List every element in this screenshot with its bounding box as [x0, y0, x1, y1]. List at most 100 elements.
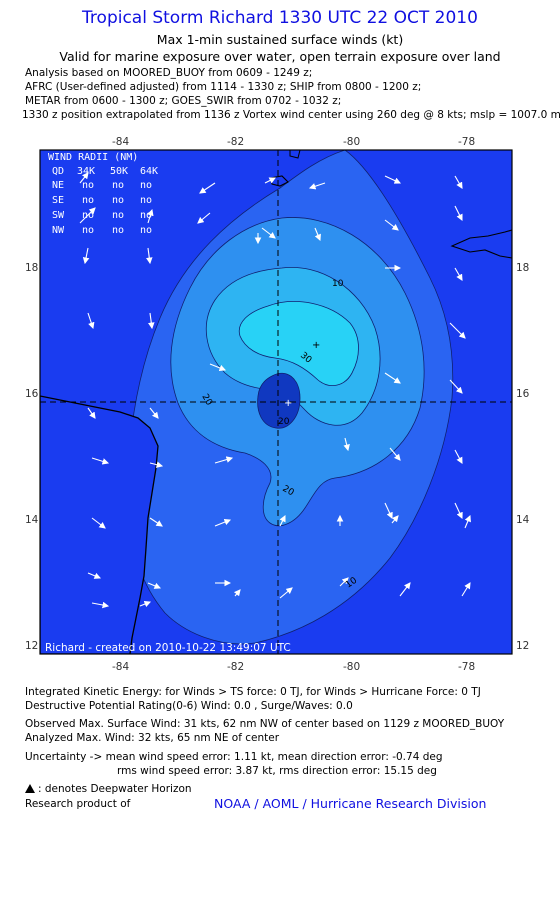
contour-label: 10	[332, 279, 344, 289]
y-tick-left: 12	[25, 640, 38, 652]
landmass-cayman	[289, 150, 301, 159]
info-line-4: 1330 z position extrapolated from 1136 z…	[22, 109, 560, 121]
info-line-1: Analysis based on MOORED_BUOY from 0609 …	[25, 67, 313, 79]
wind-radii-cell: no	[112, 225, 124, 236]
wind-vector-arrow	[391, 515, 399, 524]
y-tick-left: 18	[25, 262, 38, 274]
wind-vector-arrow	[87, 407, 96, 419]
wind-vector-arrow	[384, 175, 401, 184]
wind-vector-arrow	[87, 572, 102, 579]
wind-vector-arrow	[384, 502, 393, 519]
wind-vector-arrow	[79, 207, 96, 224]
x-tick-top: -78	[458, 136, 475, 148]
wind-vector-arrow	[454, 267, 463, 281]
deepwater-legend: : denotes Deepwater Horizon	[25, 783, 192, 795]
uncertainty-line-1: Uncertainty -> mean wind speed error: 1.…	[25, 751, 443, 763]
uncertainty-line-2: rms wind speed error: 3.87 kt, rms direc…	[117, 765, 437, 777]
wind-vector-arrow	[214, 456, 234, 464]
center-marker: +	[284, 398, 292, 409]
wind-vector-arrow	[233, 589, 241, 597]
wind-vector-arrow	[197, 212, 211, 224]
wind-vector-arrow	[454, 449, 463, 464]
wind-field-map: 10 20 20 20 30 10 + + -84 -82 -80 -78 -8…	[25, 136, 530, 673]
y-tick-right: 12	[516, 640, 529, 652]
x-tick-bottom: -82	[227, 661, 244, 673]
subtitle-exposure: Valid for marine exposure over water, op…	[59, 49, 501, 64]
wind-vector-arrow	[343, 437, 350, 452]
ike-line: Integrated Kinetic Energy: for Winds > T…	[25, 686, 481, 698]
wind-vector-arrow	[389, 447, 401, 461]
x-tick-top: -84	[112, 136, 129, 148]
y-tick-left: 16	[25, 388, 39, 400]
wind-radii-header: QD	[52, 166, 64, 177]
y-tick-right: 14	[516, 514, 530, 526]
wind-vector-arrow	[454, 205, 463, 221]
wind-radii-cell: no	[112, 180, 124, 191]
wind-radii-cell: SW	[52, 210, 65, 221]
contour-40kt	[238, 301, 359, 387]
x-tick-bottom: -80	[343, 661, 360, 673]
wind-vector-arrow	[449, 379, 463, 394]
storm-core	[257, 372, 301, 429]
x-tick-bottom: -84	[112, 661, 129, 673]
wind-radii-cell: no	[140, 210, 152, 221]
wind-vector-arrow	[91, 517, 106, 529]
wind-radii-cell: NW	[52, 225, 65, 236]
wind-vector-arrow	[139, 600, 152, 608]
y-tick-right: 18	[516, 262, 529, 274]
wind-radii-cell: no	[112, 210, 124, 221]
analyzed-max-wind: Analyzed Max. Wind: 32 kts, 65 nm NE of …	[25, 732, 280, 744]
subtitle-max-winds: Max 1-min sustained surface winds (kt)	[156, 32, 404, 47]
wind-vector-arrow	[146, 247, 153, 265]
wind-vector-arrow	[91, 457, 110, 465]
wind-vector-arrow	[384, 372, 401, 384]
wind-radii-header: 50K	[110, 166, 128, 177]
wind-vector-arrow	[279, 515, 286, 527]
wind-vector-arrow	[264, 177, 276, 184]
wind-radii-cell: no	[140, 195, 152, 206]
research-label: Research product of	[25, 798, 131, 810]
wind-vector-arrow	[147, 208, 154, 224]
observed-max-wind: Observed Max. Surface Wind: 31 kts, 62 n…	[25, 718, 505, 730]
max-wind-marker: +	[312, 340, 320, 351]
deepwater-label: : denotes Deepwater Horizon	[38, 783, 192, 795]
wind-vector-arrow	[149, 461, 164, 468]
wind-vector-arrow	[209, 363, 227, 372]
plot-frame	[39, 149, 513, 655]
y-tick-right: 16	[516, 388, 530, 400]
wind-radii-cell: no	[112, 195, 124, 206]
wind-radii-title: WIND RADII (NM)	[48, 152, 138, 163]
y-tick-left: 14	[25, 514, 39, 526]
wind-vector-arrow	[261, 227, 276, 239]
x-tick-top: -80	[343, 136, 360, 148]
wind-vector-arrow	[308, 182, 326, 190]
wind-radii-header: 64K	[140, 166, 158, 177]
wind-vector-arrow	[279, 587, 293, 599]
dpr-line: Destructive Potential Rating(0-6) Wind: …	[25, 700, 353, 712]
wind-vector-arrow	[148, 312, 155, 330]
wind-vector-arrow	[454, 175, 463, 189]
info-line-3: METAR from 0600 - 1300 z; GOES_SWIR from…	[25, 95, 342, 107]
x-tick-top: -82	[227, 136, 244, 148]
wind-radii-cell: no	[82, 180, 94, 191]
wind-vector-arrow	[79, 172, 89, 184]
wind-vector-arrow	[384, 219, 399, 231]
wind-vector-arrow	[339, 577, 349, 587]
wind-radii-cell: no	[82, 195, 94, 206]
wind-radii-cell: NE	[52, 180, 64, 191]
wind-vector-arrow	[461, 582, 471, 597]
landmass-hispaniola	[450, 229, 512, 259]
wind-vector-arrow	[214, 518, 232, 527]
wind-vector-arrow	[199, 182, 216, 194]
x-tick-bottom: -78	[458, 661, 475, 673]
oil-rig-icon	[25, 784, 35, 793]
noaa-link[interactable]: NOAA / AOML / Hurricane Research Divisio…	[214, 796, 487, 811]
wind-vector-arrow	[82, 247, 90, 265]
map-credit: Richard - created on 2010-10-22 13:49:07…	[45, 642, 291, 654]
contour-label: 20	[278, 417, 290, 427]
wind-radii-cell: no	[140, 225, 152, 236]
wind-radii-cell: no	[82, 225, 94, 236]
page-title: Tropical Storm Richard 1330 UTC 22 OCT 2…	[82, 8, 478, 28]
info-line-2: AFRC (User-defined adjusted) from 1114 -…	[25, 81, 422, 93]
wind-vector-arrow	[147, 582, 162, 589]
